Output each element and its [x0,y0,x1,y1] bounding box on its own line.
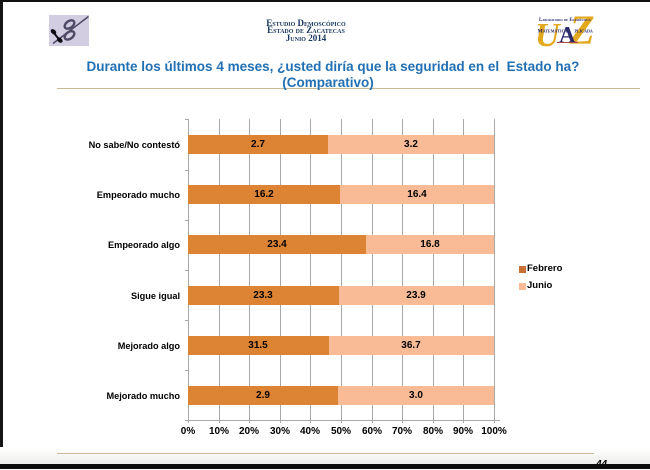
svg-text:plicada: plicada [575,28,593,34]
svg-text:A: A [559,22,576,47]
svg-text:U: U [535,17,562,50]
svg-text:Laboratorio de Estadística: Laboratorio de Estadística [539,17,591,23]
svg-text:Matemática: Matemática [538,28,568,34]
svg-text:Z: Z [569,12,595,50]
